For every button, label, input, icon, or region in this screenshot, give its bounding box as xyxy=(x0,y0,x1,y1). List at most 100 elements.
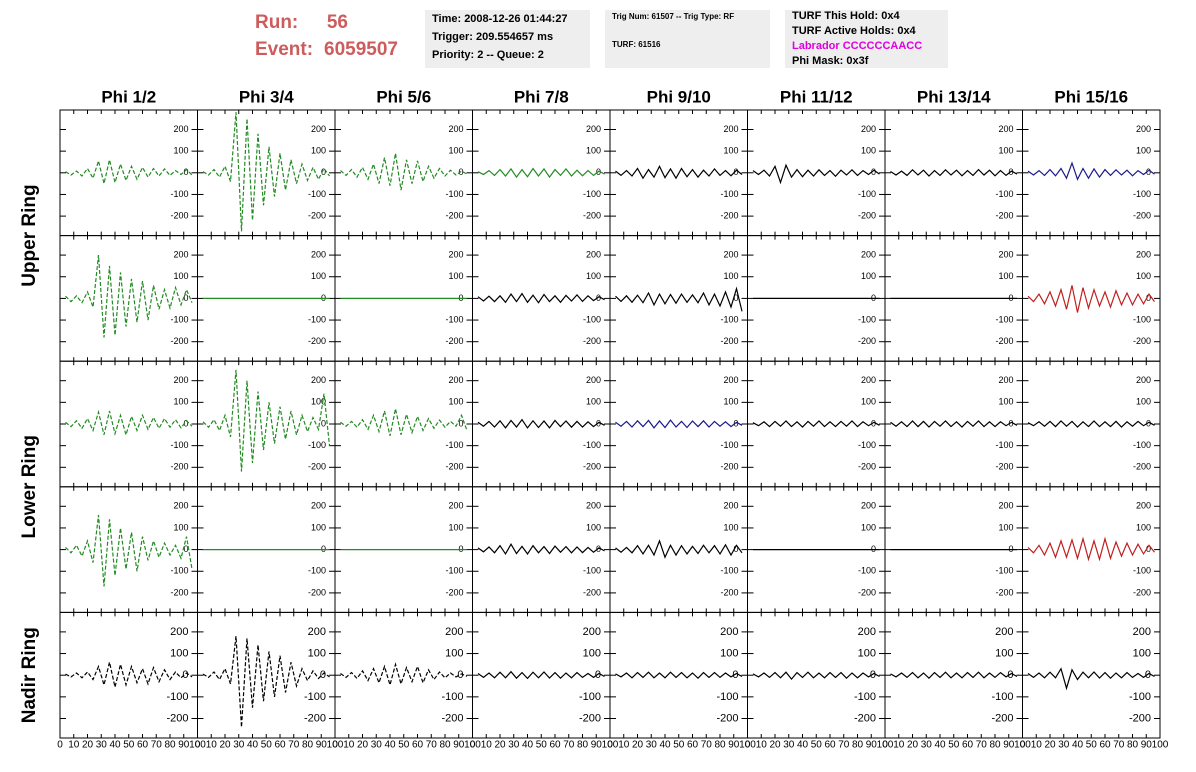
x-tick-label: 50 xyxy=(398,740,410,751)
y-tick-label: 0 xyxy=(732,669,738,681)
x-tick-label: 50 xyxy=(123,740,135,751)
x-tick-label: 10 xyxy=(343,740,355,751)
x-tick-label: 10 xyxy=(618,740,630,751)
x-tick-label: 10 xyxy=(893,740,905,751)
y-tick-label: 200 xyxy=(583,626,601,638)
event-label: Event: xyxy=(255,39,313,60)
y-tick-label: -100 xyxy=(579,691,601,703)
waveform xyxy=(1027,285,1155,313)
x-tick-label: 40 xyxy=(384,740,396,751)
y-tick-label: -200 xyxy=(995,210,1013,220)
y-tick-label: 0 xyxy=(733,544,738,554)
waveform xyxy=(752,163,880,185)
y-tick-label: -100 xyxy=(170,189,188,199)
y-tick-label: 0 xyxy=(1146,293,1151,303)
info-line: Phi Mask: 0x3f xyxy=(792,55,869,67)
x-tick-label: 20 xyxy=(907,740,919,751)
y-tick-label: -100 xyxy=(583,566,601,576)
info-line: TURF Active Holds: 0x4 xyxy=(792,25,917,37)
y-tick-label: -100 xyxy=(1129,691,1151,703)
y-tick-label: -100 xyxy=(445,314,463,324)
y-tick-label: 0 xyxy=(458,418,463,428)
x-tick-label: 70 xyxy=(426,740,438,751)
y-tick-label: 0 xyxy=(871,544,876,554)
y-tick-label: -200 xyxy=(308,587,326,597)
y-tick-label: -200 xyxy=(308,462,326,472)
x-tick-label: 30 xyxy=(508,740,520,751)
event-number: 6059507 xyxy=(324,39,398,60)
x-tick-label: 60 xyxy=(549,740,561,751)
x-tick-label: 80 xyxy=(852,740,864,751)
waveform xyxy=(615,539,743,559)
y-tick-label: 200 xyxy=(1136,249,1151,259)
y-tick-label: -100 xyxy=(583,440,601,450)
waveform xyxy=(890,671,1018,680)
y-tick-label: 0 xyxy=(458,544,463,554)
y-tick-label: -100 xyxy=(170,440,188,450)
x-tick-label: 90 xyxy=(1141,740,1153,751)
y-tick-label: -200 xyxy=(445,587,463,597)
y-tick-label: 0 xyxy=(870,669,876,681)
x-tick-label: 0 xyxy=(332,740,338,751)
y-tick-label: -100 xyxy=(170,314,188,324)
y-tick-label: -200 xyxy=(583,462,601,472)
y-tick-label: 200 xyxy=(586,249,601,259)
x-tick-label: 10 xyxy=(756,740,768,751)
x-tick-label: 50 xyxy=(811,740,823,751)
x-tick-label: 60 xyxy=(824,740,836,751)
x-tick-label: 40 xyxy=(522,740,534,751)
y-tick-label: 200 xyxy=(861,375,876,385)
y-tick-label: 0 xyxy=(733,167,738,177)
x-tick-label: 80 xyxy=(164,740,176,751)
y-tick-label: -100 xyxy=(308,440,326,450)
y-tick-label: 0 xyxy=(183,293,188,303)
x-tick-label: 70 xyxy=(288,740,300,751)
y-tick-label: 100 xyxy=(311,522,326,532)
y-tick-label: 200 xyxy=(1136,124,1151,134)
y-tick-label: -200 xyxy=(720,462,738,472)
y-tick-label: -100 xyxy=(854,691,876,703)
column-header: Phi 1/2 xyxy=(101,87,156,106)
y-tick-label: 200 xyxy=(448,375,463,385)
x-tick-label: 100 xyxy=(464,740,481,751)
y-tick-label: -200 xyxy=(995,462,1013,472)
x-tick-label: 70 xyxy=(701,740,713,751)
y-tick-label: 200 xyxy=(723,375,738,385)
y-tick-label: -200 xyxy=(583,587,601,597)
y-tick-label: -200 xyxy=(166,712,188,724)
y-tick-label: -200 xyxy=(1129,712,1151,724)
y-tick-label: -200 xyxy=(304,712,326,724)
waveform xyxy=(477,292,605,304)
x-tick-label: 70 xyxy=(838,740,850,751)
waveform xyxy=(752,420,880,428)
waveform xyxy=(477,670,605,680)
y-tick-label: -200 xyxy=(995,336,1013,346)
y-tick-label: -100 xyxy=(1133,314,1151,324)
x-tick-label: 60 xyxy=(687,740,699,751)
y-tick-label: 100 xyxy=(448,271,463,281)
x-tick-label: 60 xyxy=(274,740,286,751)
y-tick-label: -100 xyxy=(445,189,463,199)
x-tick-label: 70 xyxy=(976,740,988,751)
x-tick-label: 50 xyxy=(536,740,548,751)
x-tick-label: 80 xyxy=(302,740,314,751)
x-tick-label: 0 xyxy=(607,740,613,751)
waveform xyxy=(202,636,330,728)
x-tick-label: 100 xyxy=(602,740,619,751)
x-tick-label: 90 xyxy=(178,740,190,751)
y-tick-label: -100 xyxy=(858,440,876,450)
y-tick-label: 200 xyxy=(1136,501,1151,511)
y-tick-label: -100 xyxy=(720,314,738,324)
y-tick-label: -200 xyxy=(445,210,463,220)
x-tick-label: 20 xyxy=(357,740,369,751)
x-tick-label: 0 xyxy=(195,740,201,751)
y-tick-label: -100 xyxy=(308,314,326,324)
y-tick-label: 200 xyxy=(586,501,601,511)
column-header: Phi 15/16 xyxy=(1054,87,1128,106)
x-tick-label: 10 xyxy=(206,740,218,751)
x-tick-label: 0 xyxy=(745,740,751,751)
y-tick-label: 100 xyxy=(1136,271,1151,281)
x-tick-label: 60 xyxy=(412,740,424,751)
x-tick-label: 90 xyxy=(316,740,328,751)
y-tick-label: -200 xyxy=(720,336,738,346)
